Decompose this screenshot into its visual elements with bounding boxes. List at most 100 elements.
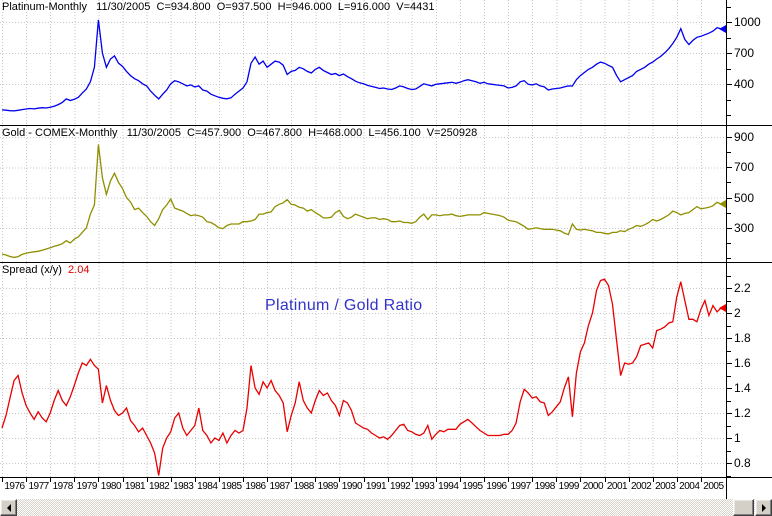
gold-chart[interactable] (0, 126, 726, 262)
year-label: 1980 (100, 481, 122, 492)
year-label: 1981 (124, 481, 146, 492)
year-tick (532, 478, 534, 482)
price-tick (727, 413, 732, 414)
price-tick (727, 463, 732, 464)
year-label: 2002 (630, 481, 652, 492)
year-tick (363, 478, 365, 482)
year-label: 2004 (679, 481, 700, 492)
price-minor-tick (727, 6, 731, 8)
price-minor-tick (727, 212, 731, 214)
price-tick (727, 167, 732, 169)
year-tick (339, 478, 341, 482)
year-label: 1979 (76, 481, 98, 492)
year-label: 1992 (389, 481, 411, 492)
price-minor-tick (727, 300, 731, 302)
price-tick (727, 438, 732, 439)
price-minor-tick (727, 68, 731, 70)
year-label: 1988 (293, 481, 315, 492)
price-tick (727, 22, 732, 24)
year-tick (484, 478, 485, 482)
year-label: 1989 (317, 481, 339, 492)
year-label: 1993 (414, 481, 435, 492)
year-tick (291, 478, 293, 482)
price-tick (727, 84, 732, 86)
price-tick-label: 900 (734, 129, 755, 144)
platinum-chart[interactable] (0, 0, 726, 125)
year-label: 1994 (438, 481, 459, 492)
price-tick (727, 53, 732, 55)
price-tick-label: 1.6 (734, 356, 751, 370)
panel-spread: Spread (x/y) 2.04 (0, 263, 772, 478)
year-label: 1976 (4, 481, 25, 492)
year-label: 1997 (510, 481, 531, 492)
year-tick (170, 478, 172, 482)
gold-last-price-marker (719, 199, 726, 208)
year-tick (194, 478, 196, 482)
year-label: 1991 (365, 481, 387, 492)
price-tick-label: 2.2 (734, 281, 751, 295)
year-label: 1999 (558, 481, 580, 492)
year-tick (243, 478, 244, 482)
price-minor-tick (727, 475, 731, 477)
year-tick (628, 478, 630, 482)
price-tick (727, 363, 732, 364)
year-tick (98, 478, 100, 482)
year-tick (387, 478, 389, 482)
price-minor-tick (727, 325, 731, 327)
price-tick (727, 197, 732, 199)
horizontal-scrollbar[interactable] (0, 499, 772, 516)
year-label: 1983 (173, 481, 194, 492)
year-tick (74, 478, 76, 482)
price-minor-tick (727, 37, 731, 39)
price-minor-tick (727, 350, 731, 352)
price-minor-tick (727, 425, 731, 427)
year-tick (508, 478, 510, 482)
spread-header: Spread (x/y) 2.04 (2, 264, 89, 276)
price-tick-label: 700 (734, 46, 755, 61)
price-axis-line (726, 0, 727, 499)
year-label: 2005 (703, 481, 724, 492)
year-tick (604, 478, 606, 482)
price-minor-tick (727, 99, 731, 101)
price-tick-label: 1000 (734, 15, 761, 30)
ratio-annotation: Platinum / Gold Ratio (265, 297, 423, 314)
price-tick-label: 700 (734, 160, 755, 175)
year-tick (556, 478, 558, 482)
price-minor-tick (727, 152, 731, 154)
price-tick-label: 2 (734, 306, 741, 320)
price-tick (727, 313, 732, 314)
price-tick-label: 1 (734, 431, 741, 445)
price-tick-label: 400 (734, 77, 755, 92)
year-label: 1996 (486, 481, 507, 492)
price-tick-label: 500 (734, 190, 755, 205)
year-tick (26, 478, 28, 482)
year-tick (146, 478, 148, 482)
price-tick (727, 388, 732, 389)
year-label: 1982 (148, 481, 170, 492)
price-minor-tick (727, 258, 731, 260)
price-tick-label: 1.8 (734, 331, 751, 345)
gold-header: Gold - COMEX-Monthly 11/30/2005 C=457.90… (2, 127, 478, 139)
spread-chart[interactable] (0, 263, 726, 477)
price-tick (727, 338, 732, 339)
price-tick-label: 1.2 (734, 406, 751, 420)
year-tick (50, 478, 52, 482)
price-tick-label: 1.4 (734, 381, 751, 395)
price-tick (727, 288, 732, 289)
scroll-right-button[interactable] (755, 499, 772, 516)
price-tick-label: 300 (734, 220, 755, 235)
price-minor-tick (727, 243, 731, 245)
scroll-thumb[interactable] (733, 499, 754, 516)
year-tick (122, 478, 124, 482)
year-label: 1998 (534, 481, 556, 492)
year-label: 1995 (462, 481, 483, 492)
scroll-left-button[interactable] (0, 499, 17, 516)
year-tick (435, 478, 437, 482)
year-tick (580, 478, 582, 482)
price-minor-tick (727, 450, 731, 452)
price-minor-tick (727, 115, 731, 117)
year-label: 1985 (221, 481, 242, 492)
year-tick (652, 478, 654, 482)
year-label: 1986 (245, 481, 266, 492)
